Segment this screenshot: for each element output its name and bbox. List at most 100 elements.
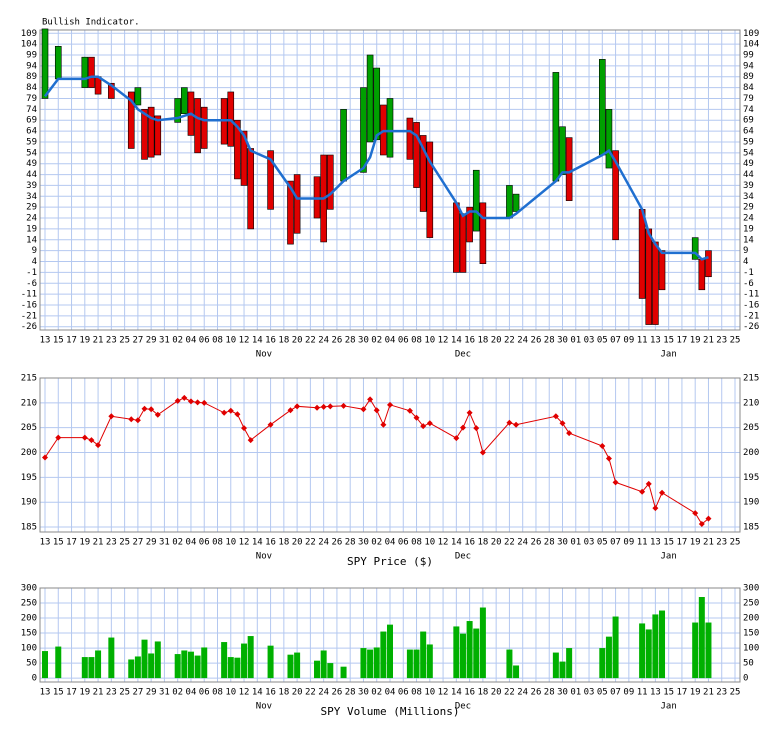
x-tick-label: 22 bbox=[504, 688, 515, 698]
y-tick-label-right: -26 bbox=[743, 322, 759, 332]
volume-bar bbox=[287, 654, 294, 679]
x-tick-label: 13 bbox=[650, 538, 661, 548]
volume-bar bbox=[513, 665, 520, 679]
indicator-bar bbox=[287, 180, 294, 245]
price-marker bbox=[141, 405, 148, 412]
y-tick-label-right: 74 bbox=[743, 105, 754, 115]
x-tick-label: 26 bbox=[531, 538, 542, 548]
x-tick-label: 13 bbox=[650, 688, 661, 698]
indicator-bar bbox=[366, 54, 374, 143]
y-tick-label: -6 bbox=[26, 279, 37, 289]
indicator-bar bbox=[453, 202, 460, 273]
y-tick-label-right: 29 bbox=[743, 203, 754, 213]
price-marker bbox=[479, 449, 486, 456]
x-tick-label: 25 bbox=[119, 538, 130, 548]
y-tick-label-right: 100 bbox=[743, 644, 759, 654]
volume-bar bbox=[566, 648, 573, 679]
x-tick-label: 24 bbox=[517, 336, 528, 346]
price-marker bbox=[513, 421, 520, 428]
volume-bar bbox=[81, 657, 88, 679]
price-marker bbox=[473, 425, 480, 432]
indicator-bar bbox=[41, 28, 49, 99]
indicator-bar bbox=[559, 126, 566, 175]
indicator-bar bbox=[134, 87, 142, 106]
volume-bar bbox=[141, 639, 148, 679]
price-marker bbox=[373, 407, 380, 414]
x-tick-label: 15 bbox=[663, 336, 674, 346]
y-tick-label: -11 bbox=[21, 290, 37, 300]
y-tick-label: 4 bbox=[32, 257, 37, 267]
x-tick-label: 26 bbox=[531, 688, 542, 698]
y-tick-label-right: 205 bbox=[743, 423, 759, 433]
y-tick-label-right: 210 bbox=[743, 398, 759, 408]
volume-bar bbox=[479, 607, 486, 679]
indicator-bar bbox=[466, 206, 473, 243]
x-tick-label: 25 bbox=[730, 688, 741, 698]
plot-frame bbox=[39, 587, 741, 683]
price-marker bbox=[154, 411, 161, 418]
indicator-bar bbox=[247, 148, 254, 230]
volume-bar bbox=[380, 631, 387, 679]
price-marker bbox=[81, 434, 88, 441]
indicator-bar bbox=[108, 82, 115, 99]
x-tick-label: 17 bbox=[677, 538, 688, 548]
x-tick-label: 02 bbox=[172, 538, 183, 548]
indicator-bar bbox=[426, 141, 434, 238]
y-tick-label-right: 79 bbox=[743, 94, 754, 104]
x-tick-label: 23 bbox=[106, 336, 117, 346]
price-marker bbox=[88, 437, 95, 444]
volume-bar bbox=[387, 624, 393, 679]
x-tick-label: 21 bbox=[703, 538, 714, 548]
plot-frame bbox=[39, 29, 741, 331]
volume-bar bbox=[639, 623, 646, 679]
y-tick-label-right: -11 bbox=[743, 290, 759, 300]
x-tick-label: 15 bbox=[53, 688, 64, 698]
x-tick-label: 08 bbox=[212, 538, 223, 548]
x-tick-label: 23 bbox=[716, 688, 727, 698]
x-tick-label: 12 bbox=[239, 688, 250, 698]
x-tick-label: 19 bbox=[79, 688, 90, 698]
y-tick-label: 109 bbox=[21, 29, 37, 39]
y-tick-label-right: 150 bbox=[743, 629, 759, 639]
y-tick-label: 39 bbox=[26, 181, 37, 191]
month-label: Nov bbox=[256, 552, 272, 562]
x-tick-label: 21 bbox=[703, 688, 714, 698]
y-tick-label-right: -21 bbox=[743, 311, 759, 321]
x-tick-label: 07 bbox=[610, 538, 621, 548]
y-tick-label: 19 bbox=[26, 224, 37, 234]
indicator-bar bbox=[326, 154, 334, 210]
x-tick-label: 30 bbox=[358, 538, 369, 548]
x-tick-label: 18 bbox=[477, 336, 488, 346]
volume-bar bbox=[314, 660, 321, 679]
y-tick-label: 54 bbox=[26, 148, 37, 158]
volume-bar bbox=[241, 643, 248, 679]
x-tick-label: 09 bbox=[623, 688, 634, 698]
x-tick-label: 21 bbox=[93, 538, 104, 548]
indicator-bar bbox=[658, 250, 666, 291]
price-marker bbox=[645, 480, 652, 487]
indicator-bar bbox=[147, 106, 155, 158]
indicator-bar bbox=[406, 117, 414, 160]
axis-title: SPY Volume (Millions) bbox=[320, 705, 459, 718]
volume-bar bbox=[360, 648, 367, 679]
price-marker bbox=[466, 409, 473, 416]
y-tick-label-right: 94 bbox=[743, 61, 754, 71]
price-marker bbox=[227, 407, 234, 414]
x-tick-label: 02 bbox=[371, 688, 382, 698]
price-marker bbox=[234, 411, 241, 418]
y-tick-label-right: 4 bbox=[743, 257, 748, 267]
y-tick-label: 185 bbox=[21, 523, 37, 533]
x-tick-label: 12 bbox=[438, 336, 449, 346]
x-tick-label: 04 bbox=[186, 336, 197, 346]
month-label: Jan bbox=[661, 350, 677, 360]
month-label: Jan bbox=[661, 552, 677, 562]
x-tick-label: 18 bbox=[278, 688, 289, 698]
indicator-bar bbox=[54, 46, 62, 80]
x-tick-label: 16 bbox=[265, 336, 276, 346]
volume-bar bbox=[128, 659, 135, 679]
y-tick-label: 89 bbox=[26, 72, 37, 82]
price-marker bbox=[612, 479, 619, 486]
x-tick-label: 22 bbox=[305, 538, 316, 548]
volume-bar bbox=[552, 652, 559, 679]
indicator-bar bbox=[373, 67, 381, 141]
